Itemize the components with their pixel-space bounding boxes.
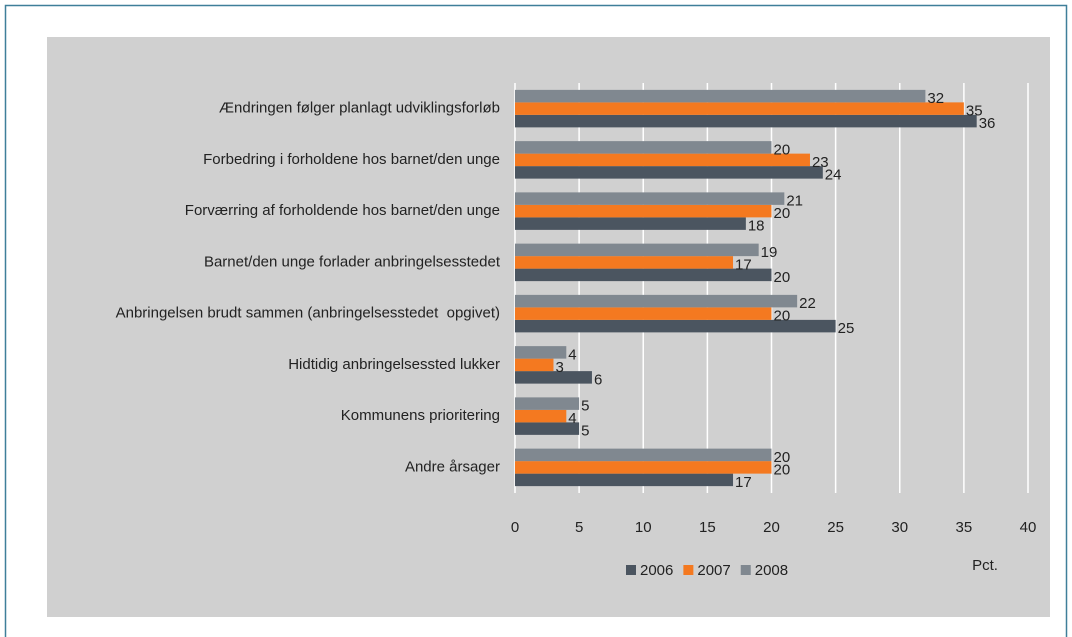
y-tick-label: Hidtidig anbringelsessted lukker xyxy=(288,356,500,373)
bar xyxy=(515,422,580,435)
data-label: 20 xyxy=(774,269,791,286)
data-label: 20 xyxy=(774,308,791,325)
data-label: 5 xyxy=(581,423,589,440)
y-tick-label: Ændringen følger planlagt udviklingsforl… xyxy=(219,100,500,117)
y-tick-label: Anbringelsen brudt sammen (anbringelsess… xyxy=(116,305,500,322)
x-tick-label: 25 xyxy=(827,519,844,536)
data-label: 21 xyxy=(786,193,803,210)
y-tick-label: Kommunens prioritering xyxy=(341,407,500,424)
data-label: 36 xyxy=(979,115,996,132)
legend-swatch xyxy=(626,565,636,575)
bar xyxy=(515,217,746,230)
bar xyxy=(515,473,734,487)
legend-label: 2007 xyxy=(697,562,730,579)
x-tick-label: 40 xyxy=(1020,519,1037,536)
legend-swatch xyxy=(683,565,694,575)
x-tick-label: 0 xyxy=(511,519,519,536)
data-label: 35 xyxy=(966,103,983,120)
data-label: 20 xyxy=(774,461,791,478)
bar xyxy=(515,268,772,282)
bar xyxy=(515,371,592,384)
y-tick-label: Forværring af forholdende hos barnet/den… xyxy=(185,202,500,219)
x-axis-label: Pct. xyxy=(972,557,998,574)
data-label: 18 xyxy=(748,218,765,235)
bar xyxy=(515,204,772,218)
data-label: 6 xyxy=(594,371,602,388)
bar xyxy=(515,114,977,128)
bar xyxy=(515,461,772,474)
data-label: 20 xyxy=(774,205,791,222)
data-label: 24 xyxy=(825,166,842,183)
bar xyxy=(515,358,554,372)
data-label: 23 xyxy=(812,154,829,171)
legend-label: 2006 xyxy=(640,562,673,579)
y-tick-label: Forbedring i forholdene hos barnet/den u… xyxy=(203,151,500,168)
bar xyxy=(515,307,772,320)
data-label: 5 xyxy=(581,398,589,415)
data-label: 4 xyxy=(568,346,576,363)
x-tick-label: 30 xyxy=(891,519,908,536)
x-tick-label: 10 xyxy=(635,519,652,536)
x-tick-label: 15 xyxy=(699,519,716,536)
data-label: 19 xyxy=(761,244,778,261)
y-tick-label: Andre årsager xyxy=(405,458,500,475)
x-tick-label: 35 xyxy=(956,519,973,536)
bar xyxy=(515,243,759,257)
x-tick-label: 5 xyxy=(575,519,583,536)
legend-swatch xyxy=(740,565,751,575)
data-label: 32 xyxy=(927,90,944,107)
data-label: 20 xyxy=(774,141,791,158)
bar xyxy=(515,141,772,154)
data-label: 22 xyxy=(799,295,816,312)
bar xyxy=(515,319,836,333)
legend-label: 2008 xyxy=(755,562,788,579)
bar xyxy=(515,397,580,410)
bar xyxy=(515,166,823,179)
y-tick-label: Barnet/den unge forlader anbringelsesste… xyxy=(204,253,501,270)
bar xyxy=(515,89,926,103)
data-label: 17 xyxy=(735,256,752,273)
data-label: 3 xyxy=(555,359,563,376)
bar xyxy=(515,409,567,423)
bar xyxy=(515,102,964,115)
x-tick-label: 20 xyxy=(763,519,780,536)
data-label: 17 xyxy=(735,474,752,491)
bar xyxy=(515,192,785,205)
bar xyxy=(515,294,798,308)
data-label: 20 xyxy=(774,449,791,466)
data-label: 25 xyxy=(838,320,855,337)
data-label: 4 xyxy=(568,410,576,427)
bar xyxy=(515,153,810,167)
bar xyxy=(515,448,772,462)
bar xyxy=(515,346,567,359)
bar xyxy=(515,256,734,269)
